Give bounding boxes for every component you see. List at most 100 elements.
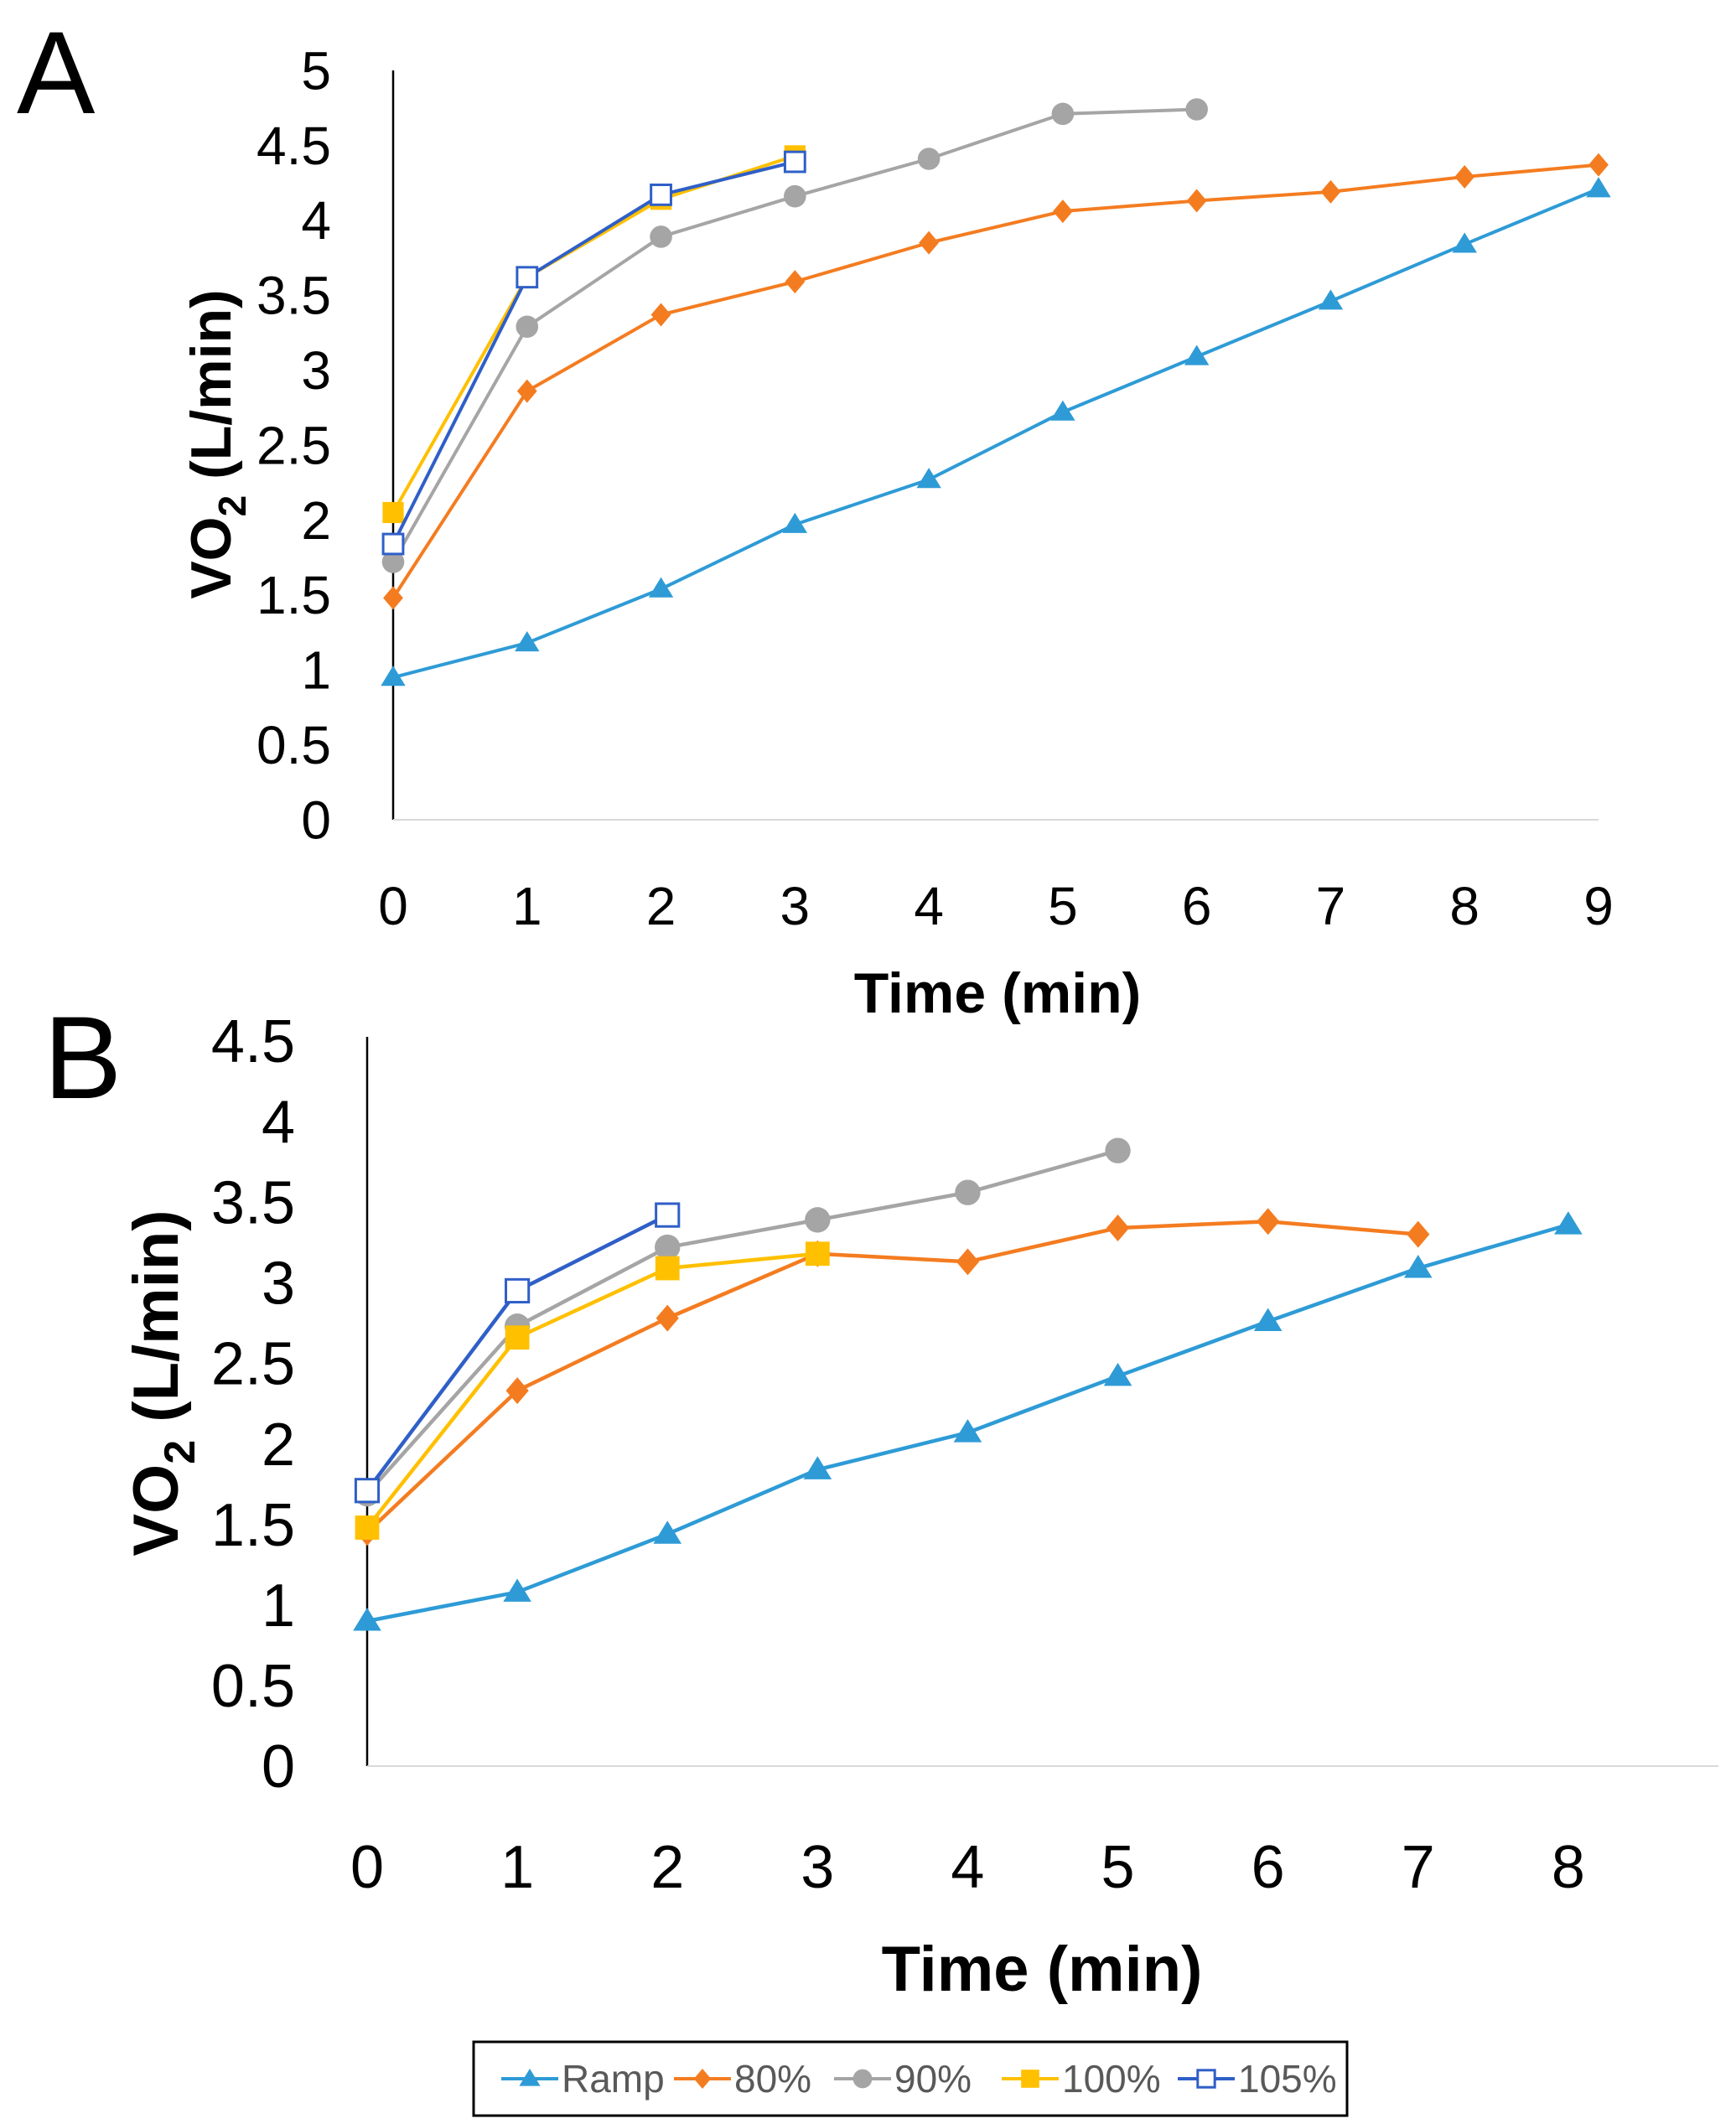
panel-b-data-point-80pct bbox=[1407, 1220, 1430, 1248]
panel-b-data-point-ramp bbox=[953, 1419, 982, 1443]
panel-b-y-tick-label: 3 bbox=[262, 1251, 295, 1318]
legend-label-ramp: Ramp bbox=[562, 2057, 665, 2101]
panel-b-data-point-ramp bbox=[1253, 1308, 1283, 1331]
legend-item-90pct: 90% bbox=[834, 2057, 972, 2101]
panel-a-chart: A 00.511.522.533.544.550 1 2 3 4 5 6 7 8 9 Time (… bbox=[17, 7, 1614, 1025]
panel-b-y-axis-title-sub: 2 bbox=[156, 1440, 205, 1464]
panel-a-y-tick-label: 5 bbox=[301, 40, 331, 101]
panel-a-y-axis-title-main: VO bbox=[179, 516, 243, 598]
panel-a-data-point-ramp bbox=[381, 666, 406, 686]
panel-a-data-point-90pct bbox=[1185, 98, 1208, 121]
panel-b-x-tick-label: 7 bbox=[1402, 1834, 1435, 1901]
panel-a-data-point-80pct bbox=[1052, 199, 1073, 224]
panel-b-y-tick-label: 4.5 bbox=[211, 1008, 295, 1075]
panel-a-data-point-90pct bbox=[1051, 102, 1075, 126]
legend-marker-ramp bbox=[519, 2069, 541, 2086]
panel-b-data-point-ramp bbox=[1403, 1255, 1433, 1278]
panel-b-x-tick-label: 1 bbox=[500, 1834, 534, 1901]
panel-a-ticks: 0 0.5 1 1.5 2 2.5 3 3.5 4 4.5 5 0 1 2 3 4 5 6 7 8 9 bbox=[257, 40, 1614, 936]
panel-a-x-tick-label: 8 bbox=[1449, 876, 1479, 936]
legend: Ramp 80% 90% 100% 105% bbox=[472, 2040, 1349, 2117]
panel-b-data-point-80pct bbox=[1257, 1208, 1280, 1236]
panel-a-data-point-ramp bbox=[916, 468, 941, 489]
panel-b-x-tick-label: 5 bbox=[1101, 1834, 1135, 1901]
panel-b-data-point-ramp bbox=[353, 1608, 381, 1631]
panel-b-data-point-80pct bbox=[1106, 1214, 1130, 1241]
panel-b-data-point-ramp bbox=[1554, 1211, 1583, 1235]
panel-a-data-point-ramp bbox=[1452, 232, 1477, 253]
panel-b-y-tick-label: 3.5 bbox=[211, 1169, 295, 1236]
panel-a-x-axis-title: Time (min) bbox=[854, 961, 1142, 1025]
panel-a-x-tick-label: 7 bbox=[1316, 876, 1346, 936]
panel-a-data-point-90pct bbox=[516, 315, 539, 339]
legend-label-80pct: 80% bbox=[734, 2057, 811, 2101]
panel-b-data-point-80pct bbox=[656, 1304, 679, 1332]
panel-b-series-ramp bbox=[353, 1211, 1583, 1631]
panel-b-y-tick-label: 0.5 bbox=[211, 1653, 295, 1720]
panel-a-x-tick-label: 3 bbox=[780, 876, 811, 936]
legend-item-105pct: 105% bbox=[1178, 2057, 1337, 2101]
legend-item-80pct: 80% bbox=[674, 2057, 811, 2101]
panel-a-series-ramp bbox=[381, 177, 1611, 686]
panel-b-x-tick-label: 2 bbox=[650, 1834, 684, 1901]
panel-b-data-point-100pct bbox=[805, 1241, 830, 1267]
legend-item-ramp: Ramp bbox=[501, 2057, 665, 2101]
panel-a-series-line-ramp bbox=[392, 187, 1599, 680]
panel-a-data-point-80pct bbox=[383, 586, 403, 610]
panel-b-series-line-100pct bbox=[365, 1251, 818, 1529]
panel-b-y-axis-title: VO2 (L/min) bbox=[121, 1210, 205, 1556]
panel-a-data-point-90pct bbox=[784, 184, 806, 208]
panel-b-series-105pct bbox=[354, 1202, 681, 1504]
panel-a-y-tick-label: 4 bbox=[301, 190, 331, 251]
panel-a-data-point-ramp bbox=[648, 577, 674, 598]
panel-a-x-tick-label: 2 bbox=[646, 876, 676, 936]
panel-a-data-point-80pct bbox=[1454, 164, 1475, 189]
panel-a-data-point-105pct bbox=[516, 266, 539, 289]
panel-a-series-line-105pct bbox=[391, 160, 795, 545]
panel-a-data-point-ramp bbox=[1586, 177, 1611, 198]
panel-a-y-tick-label: 0 bbox=[301, 790, 331, 850]
legend-marker-90pct bbox=[852, 2069, 873, 2089]
panel-a-data-point-90pct bbox=[381, 551, 405, 573]
panel-a-x-tick-label: 9 bbox=[1583, 876, 1614, 936]
panel-a-y-tick-label: 1.5 bbox=[257, 565, 331, 625]
panel-b-y-tick-label: 0 bbox=[262, 1733, 295, 1800]
legend-marker-80pct bbox=[693, 2069, 712, 2089]
panel-a-y-tick-label: 3.5 bbox=[257, 266, 331, 326]
panel-a-data-point-80pct bbox=[516, 379, 537, 403]
panel-a-data-point-ramp bbox=[782, 512, 808, 533]
panel-b-data-point-105pct bbox=[354, 1478, 381, 1504]
panel-a-data-point-80pct bbox=[1320, 179, 1341, 204]
panel-a-data-point-ramp bbox=[1184, 345, 1210, 365]
panel-a-data-point-90pct bbox=[650, 225, 672, 248]
panel-b-data-point-90pct bbox=[655, 1234, 681, 1261]
panel-b-letter: B bbox=[44, 992, 122, 1123]
panel-b-y-tick-label: 1.5 bbox=[211, 1492, 295, 1559]
panel-a-series-105pct bbox=[381, 150, 806, 556]
panel-a-data-point-105pct bbox=[381, 532, 405, 556]
panel-a-series bbox=[381, 98, 1611, 686]
panel-b-x-axis-title: Time (min) bbox=[882, 1934, 1203, 2005]
panel-a-y-tick-label: 4.5 bbox=[257, 116, 331, 176]
panel-a-series-line-80pct bbox=[391, 163, 1599, 599]
panel-a-data-point-105pct bbox=[650, 184, 672, 206]
panel-b-x-tick-label: 6 bbox=[1251, 1834, 1285, 1901]
panel-a-y-axis-title: VO2 (L/min) bbox=[179, 289, 254, 598]
panel-b-data-point-105pct bbox=[655, 1202, 681, 1228]
panel-a-data-point-80pct bbox=[1588, 153, 1609, 177]
legend-marker-105pct bbox=[1196, 2069, 1216, 2089]
panel-a-y-axis-title-rest: (L/min) bbox=[179, 289, 243, 495]
panel-b-data-point-100pct bbox=[355, 1515, 380, 1540]
panel-b-y-tick-label: 1 bbox=[262, 1572, 295, 1640]
panel-a-data-point-ramp bbox=[515, 631, 540, 652]
panel-a-series-90pct bbox=[381, 98, 1208, 573]
panel-b-chart: B 0 0.5 1 1.5 2 2.5 3 3.5 4 4.5 0 1 2 3 4 5 6 7 8 Time (mi… bbox=[44, 992, 1718, 2005]
panel-b-data-point-80pct bbox=[956, 1248, 980, 1276]
panel-a-x-tick-label: 5 bbox=[1048, 876, 1078, 936]
panel-a-data-point-105pct bbox=[783, 150, 806, 174]
panel-a-data-point-80pct bbox=[785, 270, 806, 294]
panel-a-data-point-ramp bbox=[1318, 289, 1344, 310]
panel-b-series-line-90pct bbox=[365, 1148, 1119, 1495]
legend-label-90pct: 90% bbox=[894, 2057, 972, 2101]
